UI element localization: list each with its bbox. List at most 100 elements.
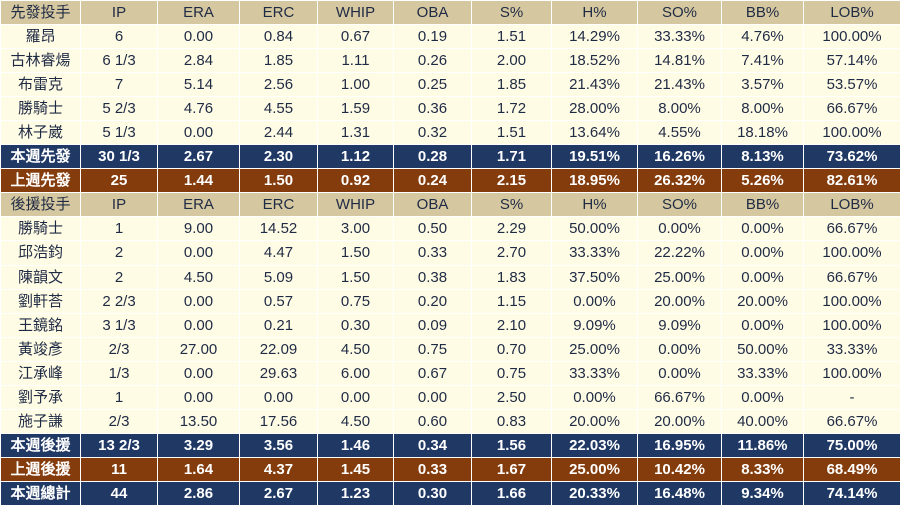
- stat-cell: 8.33%: [721, 456, 804, 482]
- summary-label-cell: 本週後援: [0, 432, 81, 458]
- stat-cell: 100.00%: [803, 24, 900, 50]
- stat-cell: 33.33%: [637, 24, 722, 50]
- stat-cell: ERA: [157, 192, 240, 218]
- stat-cell: 11.86%: [721, 432, 804, 458]
- summary-row-last-week: 上週後援 11 1.64 4.37 1.45 0.33 1.67 25.00% 10.42% 8.…: [0, 456, 900, 482]
- stat-cell: 5.14: [157, 72, 240, 98]
- stat-cell: 16.48%: [637, 480, 722, 506]
- player-row: 陳韻文 2 4.50 5.09 1.50 0.38 1.83 37.50% 25.00% 0.00…: [0, 264, 900, 290]
- stat-cell: 4.47: [239, 240, 318, 266]
- stat-cell: 20.00%: [721, 288, 804, 314]
- stat-cell: 0.20: [393, 288, 472, 314]
- stat-cell: 0.00: [157, 384, 240, 410]
- stat-cell: 18.18%: [721, 120, 804, 146]
- stat-cell: S%: [471, 0, 552, 26]
- stat-cell: 14.52: [239, 216, 318, 242]
- stat-cell: 13.64%: [551, 120, 638, 146]
- stat-cell: 4.50: [317, 336, 394, 362]
- stat-cell: 0.00%: [637, 336, 722, 362]
- stat-cell: 25.00%: [551, 456, 638, 482]
- stat-cell: 33.33%: [551, 240, 638, 266]
- stat-cell: 11: [80, 456, 158, 482]
- stat-cell: 1: [80, 384, 158, 410]
- stat-cell: 5 1/3: [80, 120, 158, 146]
- stat-cell: 2.10: [471, 312, 552, 338]
- stat-cell: 100.00%: [803, 120, 900, 146]
- stat-cell: 8.00%: [637, 96, 722, 122]
- stat-cell: 22.22%: [637, 240, 722, 266]
- stat-cell: 1.85: [239, 48, 318, 74]
- stat-cell: 2.30: [239, 144, 318, 170]
- stat-cell: 100.00%: [803, 240, 900, 266]
- stat-cell: 0.00: [157, 360, 240, 386]
- stat-cell: 1.46: [317, 432, 394, 458]
- summary-row-this-week: 本週先發 30 1/3 2.67 2.30 1.12 0.28 1.71 19.51% 16.2…: [0, 144, 900, 170]
- stat-cell: 1.12: [317, 144, 394, 170]
- stat-cell: 0.67: [317, 24, 394, 50]
- stat-cell: 0.67: [393, 360, 472, 386]
- player-row: 羅昂 6 0.00 0.84 0.67 0.19 1.51 14.29% 33.33% 4.76%…: [0, 24, 900, 50]
- summary-row-this-week: 本週總計 44 2.86 2.67 1.23 0.30 1.66 20.33% 16.48% 9.…: [0, 480, 900, 506]
- stat-cell: 6 1/3: [80, 48, 158, 74]
- column-header-row: 先發投手 IP ERA ERC WHIP OBA S% H% SO% BB% LOB%: [0, 0, 900, 26]
- stat-cell: 0.25: [393, 72, 472, 98]
- stat-cell: ERC: [239, 0, 318, 26]
- stat-cell: 0.34: [393, 432, 472, 458]
- player-name-cell: 羅昂: [0, 24, 81, 50]
- stat-cell: 9.09%: [637, 312, 722, 338]
- stat-cell: 8.13%: [721, 144, 804, 170]
- stat-cell: 0.00%: [637, 216, 722, 242]
- stat-cell: 2.00: [471, 48, 552, 74]
- stat-cell: 29.63: [239, 360, 318, 386]
- stat-cell: 4.55%: [637, 120, 722, 146]
- stat-cell: 2/3: [80, 408, 158, 434]
- stat-cell: 68.49%: [803, 456, 900, 482]
- stat-cell: 57.14%: [803, 48, 900, 74]
- stat-cell: 1.51: [471, 24, 552, 50]
- player-name-cell: 林子崴: [0, 120, 81, 146]
- stat-cell: 0.00%: [721, 312, 804, 338]
- stat-cell: SO%: [637, 0, 722, 26]
- summary-label-cell: 上週後援: [0, 456, 81, 482]
- stat-cell: 9.34%: [721, 480, 804, 506]
- column-header-row: 後援投手 IP ERA ERC WHIP OBA S% H% SO% BB% LOB%: [0, 192, 900, 218]
- stat-cell: 2 2/3: [80, 288, 158, 314]
- player-name-cell: 劉予承: [0, 384, 81, 410]
- stat-cell: 13.50: [157, 408, 240, 434]
- stat-cell: 2.56: [239, 72, 318, 98]
- stat-cell: 33.33%: [803, 336, 900, 362]
- stat-cell: 1.51: [471, 120, 552, 146]
- stat-cell: 7.41%: [721, 48, 804, 74]
- stat-cell: 0.26: [393, 48, 472, 74]
- stat-cell: 18.95%: [551, 168, 638, 194]
- stat-cell: 66.67%: [803, 96, 900, 122]
- stat-cell: 0.00: [157, 120, 240, 146]
- stat-cell: 3.29: [157, 432, 240, 458]
- stat-cell: 0.00%: [551, 288, 638, 314]
- player-row: 古林睿煬 6 1/3 2.84 1.85 1.11 0.26 2.00 18.52% 14.81…: [0, 48, 900, 74]
- stat-cell: 1/3: [80, 360, 158, 386]
- stat-cell: 1.50: [317, 240, 394, 266]
- player-name-cell: 勝騎士: [0, 216, 81, 242]
- stat-cell: 1.15: [471, 288, 552, 314]
- stat-cell: 82.61%: [803, 168, 900, 194]
- stat-cell: 37.50%: [551, 264, 638, 290]
- player-row: 劉軒荅 2 2/3 0.00 0.57 0.75 0.20 1.15 0.00% 20.00% 2…: [0, 288, 900, 314]
- stat-cell: 4.55: [239, 96, 318, 122]
- stat-cell: 25.00%: [551, 336, 638, 362]
- stat-cell: 1.50: [239, 168, 318, 194]
- player-row: 劉予承 1 0.00 0.00 0.00 0.00 2.50 0.00% 66.67% 0.00%…: [0, 384, 900, 410]
- stat-cell: 0.84: [239, 24, 318, 50]
- player-name-cell: 黃竣彥: [0, 336, 81, 362]
- stat-cell: 0.00%: [721, 240, 804, 266]
- stat-cell: 1.72: [471, 96, 552, 122]
- stat-cell: 17.56: [239, 408, 318, 434]
- stat-cell: S%: [471, 192, 552, 218]
- player-row: 黃竣彥 2/3 27.00 22.09 4.50 0.75 0.70 25.00% 0.00% 5…: [0, 336, 900, 362]
- stat-cell: 0.75: [317, 288, 394, 314]
- stat-cell: 25.00%: [637, 264, 722, 290]
- stat-cell: 0.50: [393, 216, 472, 242]
- stat-cell: 0.33: [393, 456, 472, 482]
- stat-cell: 1.59: [317, 96, 394, 122]
